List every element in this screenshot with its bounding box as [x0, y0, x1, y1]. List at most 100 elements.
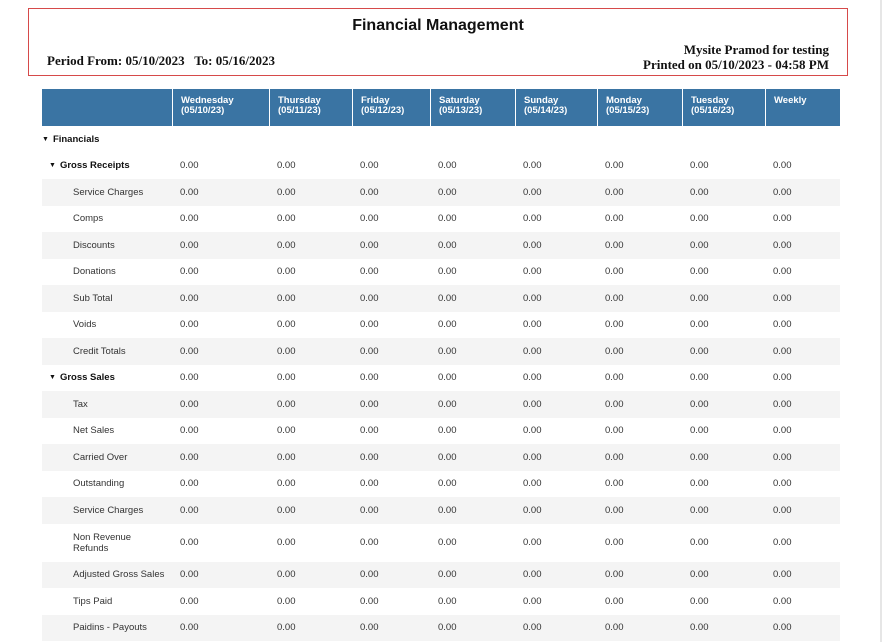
value-cell: 0.00 — [605, 622, 624, 634]
row-label: Service Charges — [42, 187, 172, 198]
table-row: Discounts 0.00 0.00 0.00 0.00 0.00 0.00 0.00 0.0… — [42, 232, 840, 259]
row-label[interactable]: ▼ Financials — [42, 134, 172, 145]
row-label-text: Donations — [73, 266, 116, 278]
row-label-text: Discounts — [73, 239, 115, 251]
table-row: Service Charges 0.00 0.00 0.00 0.00 0.00 0.00 0… — [42, 179, 840, 206]
header-cell-thursday: Thursday (05/11/23) — [269, 89, 352, 126]
header-cell-tuesday: Tuesday (05/16/23) — [682, 89, 765, 126]
row-label: Voids — [42, 319, 172, 330]
value-cell: 0.00 — [523, 213, 542, 225]
header-day: Monday — [606, 95, 642, 106]
value-cell: 0.00 — [605, 478, 624, 490]
value-cell: 0.00 — [690, 569, 709, 581]
value-cell: 0.00 — [438, 292, 457, 304]
value-cell: 0.00 — [360, 595, 379, 607]
value-cell: 0.00 — [773, 160, 792, 172]
value-cell: 0.00 — [605, 569, 624, 581]
value-cell: 0.00 — [690, 372, 709, 384]
financial-table: Wednesday (05/10/23) Thursday (05/11/23) Fri… — [42, 89, 840, 641]
row-label: Comps — [42, 213, 172, 224]
value-cell: 0.00 — [605, 160, 624, 172]
value-cell: 0.00 — [690, 239, 709, 251]
value-cell: 0.00 — [605, 504, 624, 516]
value-cell: 0.00 — [180, 504, 199, 516]
value-cell: 0.00 — [360, 398, 379, 410]
site-name: Mysite Pramod for testing — [683, 42, 829, 57]
row-label: Adjusted Gross Sales — [42, 569, 172, 580]
page-edge — [880, 0, 882, 642]
value-cell: 0.00 — [277, 186, 296, 198]
value-cell: 0.00 — [180, 595, 199, 607]
row-label: Carried Over — [42, 452, 172, 463]
row-label: Tips Paid — [42, 596, 172, 607]
value-cell: 0.00 — [277, 478, 296, 490]
table-body: ▼ Financials ▼ Gross Receipts 0.00 0.00 0.00 0.… — [42, 126, 840, 641]
value-cell: 0.00 — [690, 595, 709, 607]
header-day: Friday — [361, 95, 390, 106]
value-cell: 0.00 — [773, 622, 792, 634]
value-cell: 0.00 — [438, 372, 457, 384]
header-cell-wednesday: Wednesday (05/10/23) — [172, 89, 269, 126]
value-cell: 0.00 — [523, 266, 542, 278]
value-cell: 0.00 — [773, 425, 792, 437]
row-label-text: Credit Totals — [73, 345, 126, 357]
table-row: Outstanding 0.00 0.00 0.00 0.00 0.00 0.00 0.00 0… — [42, 471, 840, 498]
row-label-text: Outstanding — [73, 478, 125, 490]
row-label[interactable]: ▼ Gross Sales — [42, 372, 172, 383]
value-cell: 0.00 — [438, 345, 457, 357]
value-cell: 0.00 — [360, 451, 379, 463]
value-cell: 0.00 — [180, 372, 199, 384]
header-date: (05/15/23) — [606, 105, 650, 116]
value-cell: 0.00 — [180, 186, 199, 198]
expand-caret-icon[interactable]: ▼ — [49, 374, 56, 382]
value-cell: 0.00 — [180, 345, 199, 357]
row-label: Net Sales — [42, 425, 172, 436]
header-cell-label — [42, 89, 172, 126]
table-row: Paidins - Payouts 0.00 0.00 0.00 0.00 0.00 0.0… — [42, 614, 840, 641]
value-cell: 0.00 — [438, 213, 457, 225]
value-cell: 0.00 — [277, 266, 296, 278]
row-label-text: Non Revenue Refunds — [73, 531, 132, 554]
value-cell: 0.00 — [690, 345, 709, 357]
value-cell: 0.00 — [605, 398, 624, 410]
row-label[interactable]: ▼ Gross Receipts — [42, 160, 172, 171]
value-cell: 0.00 — [360, 569, 379, 581]
table-row: Adjusted Gross Sales 0.00 0.00 0.00 0.00 0.00… — [42, 561, 840, 588]
row-label-text: Financials — [52, 133, 100, 145]
value-cell: 0.00 — [180, 398, 199, 410]
value-cell: 0.00 — [360, 266, 379, 278]
table-row: Net Sales 0.00 0.00 0.00 0.00 0.00 0.00 0.00 0.0… — [42, 418, 840, 445]
value-cell: 0.00 — [360, 345, 379, 357]
value-cell: 0.00 — [523, 345, 542, 357]
table-header-row: Wednesday (05/10/23) Thursday (05/11/23) Fri… — [42, 89, 840, 126]
header-day: Weekly — [774, 95, 807, 106]
value-cell: 0.00 — [277, 213, 296, 225]
table-row: Comps 0.00 0.00 0.00 0.00 0.00 0.00 0.00 0.00 — [42, 206, 840, 233]
value-cell: 0.00 — [690, 319, 709, 331]
value-cell: 0.00 — [360, 478, 379, 490]
table-row: Tax 0.00 0.00 0.00 0.00 0.00 0.00 0.00 0.00 — [42, 391, 840, 418]
value-cell: 0.00 — [360, 504, 379, 516]
value-cell: 0.00 — [605, 345, 624, 357]
expand-caret-icon[interactable]: ▼ — [49, 162, 56, 170]
expand-caret-icon[interactable]: ▼ — [42, 135, 49, 143]
value-cell: 0.00 — [773, 266, 792, 278]
value-cell: 0.00 — [773, 186, 792, 198]
value-cell: 0.00 — [438, 451, 457, 463]
printed-on: Printed on 05/10/2023 - 04:58 PM — [643, 57, 829, 72]
value-cell: 0.00 — [690, 478, 709, 490]
header-cell-friday: Friday (05/12/23) — [352, 89, 430, 126]
value-cell: 0.00 — [180, 239, 199, 251]
value-cell: 0.00 — [690, 398, 709, 410]
value-cell: 0.00 — [523, 622, 542, 634]
row-label: Tax — [42, 399, 172, 410]
value-cell: 0.00 — [773, 569, 792, 581]
row-label-text: Carried Over — [73, 451, 128, 463]
row-label-text: Paidins - Payouts — [73, 622, 147, 634]
row-label-text: Voids — [73, 319, 97, 331]
period-range: Period From: 05/10/2023 To: 05/16/2023 — [47, 53, 275, 68]
value-cell: 0.00 — [438, 622, 457, 634]
header-cell-saturday: Saturday (05/13/23) — [430, 89, 515, 126]
value-cell: 0.00 — [180, 451, 199, 463]
value-cell: 0.00 — [438, 266, 457, 278]
